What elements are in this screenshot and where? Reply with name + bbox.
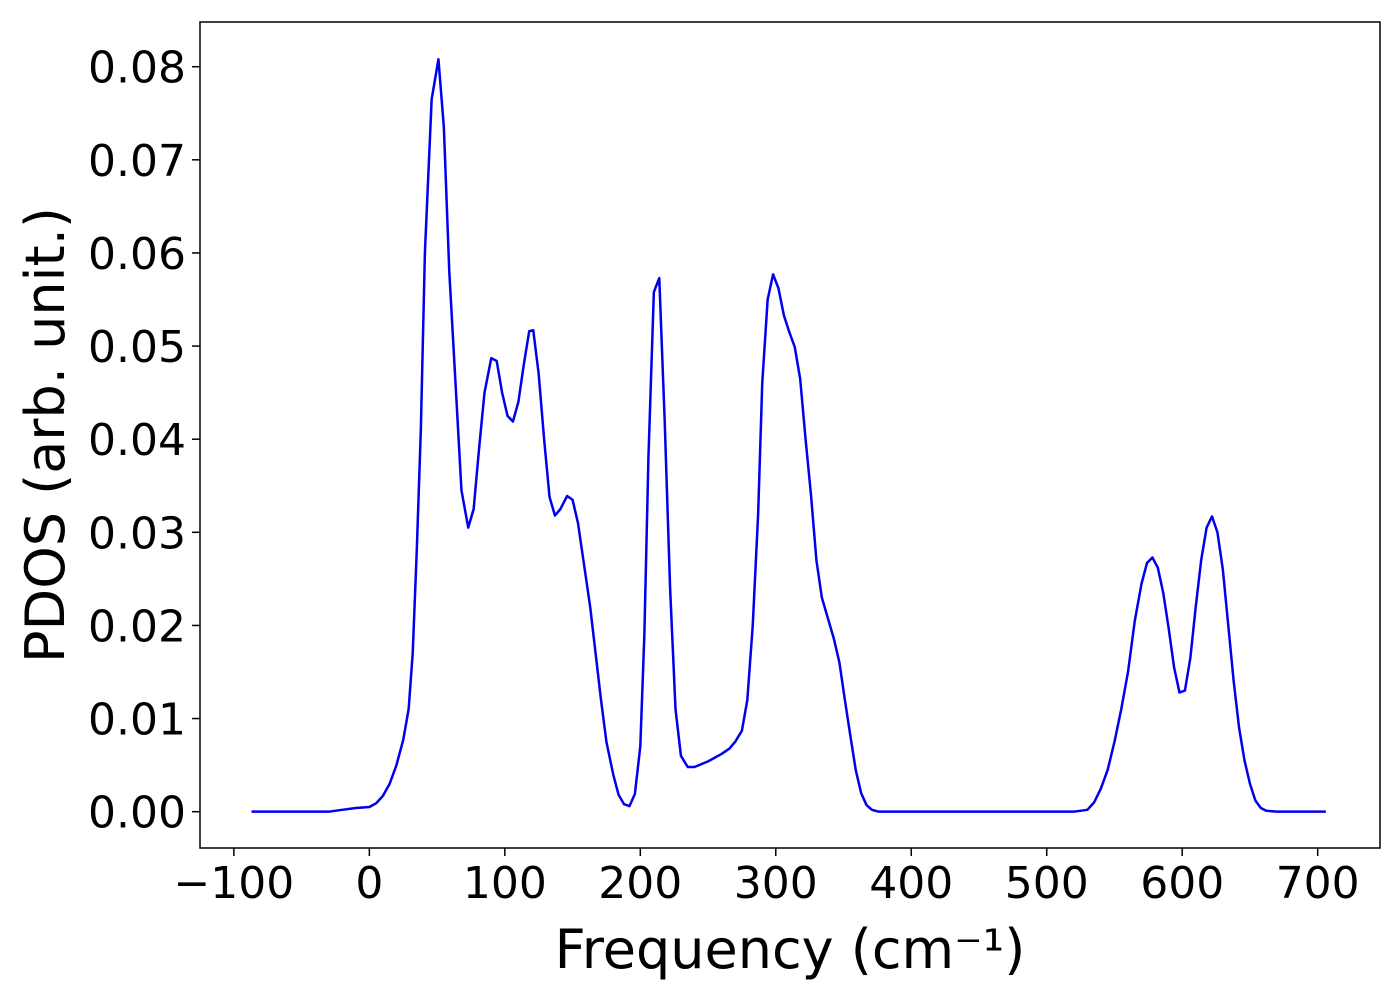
x-tick-label: 300 — [734, 858, 818, 909]
x-tick-label: 400 — [869, 858, 953, 909]
y-tick-label: 0.00 — [88, 788, 186, 839]
y-tick-label: 0.02 — [88, 601, 186, 652]
plot-frame — [199, 21, 1381, 849]
x-tick-label: −100 — [173, 858, 294, 909]
y-tick-label: 0.07 — [88, 136, 186, 187]
pdos-line — [251, 58, 1326, 813]
x-tick-label: 100 — [463, 858, 547, 909]
y-tick-label: 0.04 — [88, 415, 186, 466]
x-axis-label: Frequency (cm⁻¹) — [555, 918, 1026, 981]
x-tick-label: 0 — [355, 858, 383, 909]
x-tick-label: 200 — [598, 858, 682, 909]
y-tick-label: 0.01 — [88, 695, 186, 746]
x-tick-label: 700 — [1276, 858, 1360, 909]
x-tick-label: 500 — [1005, 858, 1089, 909]
y-tick-label: 0.05 — [88, 322, 186, 373]
y-tick-label: 0.06 — [88, 229, 186, 280]
x-tick-label: 600 — [1140, 858, 1224, 909]
y-tick-label: 0.03 — [88, 508, 186, 559]
y-tick-label: 0.08 — [88, 43, 186, 94]
y-axis-label: PDOS (arb. unit.) — [14, 207, 77, 663]
